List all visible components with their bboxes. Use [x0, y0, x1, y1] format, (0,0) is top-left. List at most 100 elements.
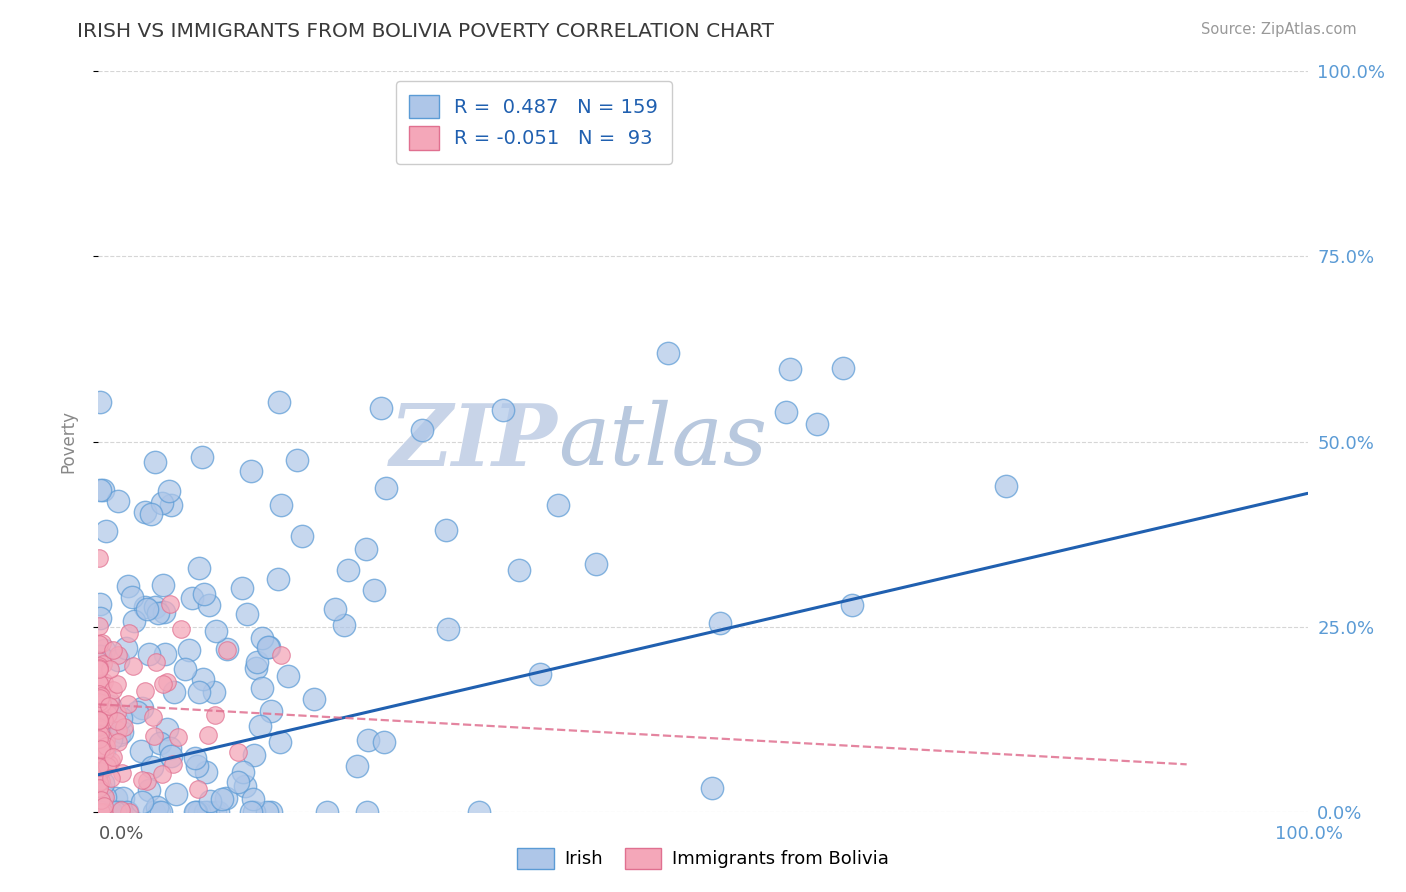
Point [779, 362, 801, 376]
Point [89, 483, 111, 497]
Point [90, 690, 112, 704]
Point [233, 779, 256, 793]
Point [169, 622, 191, 636]
Point [89, 805, 111, 819]
Point [231, 581, 253, 595]
Point [702, 780, 724, 795]
Point [134, 599, 156, 614]
Point [96, 733, 118, 747]
Point [508, 563, 530, 577]
Point [246, 655, 269, 669]
Point [181, 591, 204, 605]
Point [87, 676, 110, 690]
Point [89, 611, 111, 625]
Point [187, 561, 209, 575]
Point [89, 805, 111, 819]
Point [89, 805, 111, 819]
Text: ZIP: ZIP [389, 400, 558, 483]
Point [437, 622, 460, 636]
Point [107, 723, 129, 738]
Point [115, 805, 138, 819]
Point [363, 583, 385, 598]
Point [373, 735, 395, 749]
Point [153, 647, 176, 661]
Point [529, 667, 551, 681]
Legend: R =  0.487   N = 159, R = -0.051   N =  93: R = 0.487 N = 159, R = -0.051 N = 93 [396, 81, 672, 163]
Point [159, 597, 181, 611]
Point [91, 709, 114, 723]
Point [304, 691, 326, 706]
Text: 100.0%: 100.0% [1275, 825, 1343, 843]
Point [115, 640, 138, 655]
Point [187, 782, 209, 797]
Point [93, 642, 115, 657]
Point [107, 714, 129, 728]
Point [90, 805, 112, 819]
Point [118, 805, 141, 819]
Point [226, 774, 249, 789]
Point [138, 648, 160, 662]
Point [122, 614, 145, 628]
Point [239, 464, 262, 478]
Point [107, 677, 129, 691]
Point [139, 507, 162, 521]
Point [159, 741, 181, 756]
Point [93, 805, 115, 819]
Point [156, 674, 179, 689]
Point [184, 751, 207, 765]
Point [100, 661, 122, 675]
Point [105, 805, 128, 819]
Text: 0.0%: 0.0% [98, 825, 143, 843]
Point [270, 648, 292, 662]
Point [411, 423, 433, 437]
Point [143, 599, 166, 614]
Point [121, 659, 143, 673]
Point [806, 417, 828, 431]
Point [107, 734, 129, 748]
Y-axis label: Poverty: Poverty [59, 410, 77, 473]
Point [832, 361, 855, 376]
Point [242, 748, 264, 763]
Point [145, 655, 167, 669]
Point [87, 654, 110, 668]
Point [467, 805, 489, 819]
Point [87, 658, 110, 673]
Point [146, 800, 169, 814]
Point [191, 450, 214, 464]
Point [87, 747, 110, 761]
Point [107, 494, 129, 508]
Point [87, 731, 110, 746]
Point [87, 755, 110, 769]
Point [117, 805, 139, 819]
Point [184, 805, 207, 819]
Point [163, 684, 186, 698]
Point [110, 805, 132, 819]
Point [226, 745, 249, 759]
Point [245, 661, 267, 675]
Point [87, 714, 110, 729]
Point [257, 640, 280, 654]
Point [87, 661, 110, 675]
Point [374, 481, 396, 495]
Point [89, 760, 111, 774]
Point [101, 643, 124, 657]
Point [269, 395, 291, 409]
Point [91, 791, 114, 805]
Point [89, 805, 111, 819]
Point [131, 700, 153, 714]
Point [146, 606, 169, 620]
Point [111, 725, 134, 739]
Point [236, 607, 259, 621]
Point [166, 730, 188, 744]
Point [87, 706, 110, 720]
Point [197, 728, 219, 742]
Point [285, 452, 308, 467]
Point [657, 346, 679, 360]
Point [136, 602, 159, 616]
Point [93, 805, 115, 819]
Point [336, 563, 359, 577]
Point [257, 640, 280, 654]
Point [87, 747, 110, 762]
Point [93, 744, 115, 758]
Point [93, 713, 115, 727]
